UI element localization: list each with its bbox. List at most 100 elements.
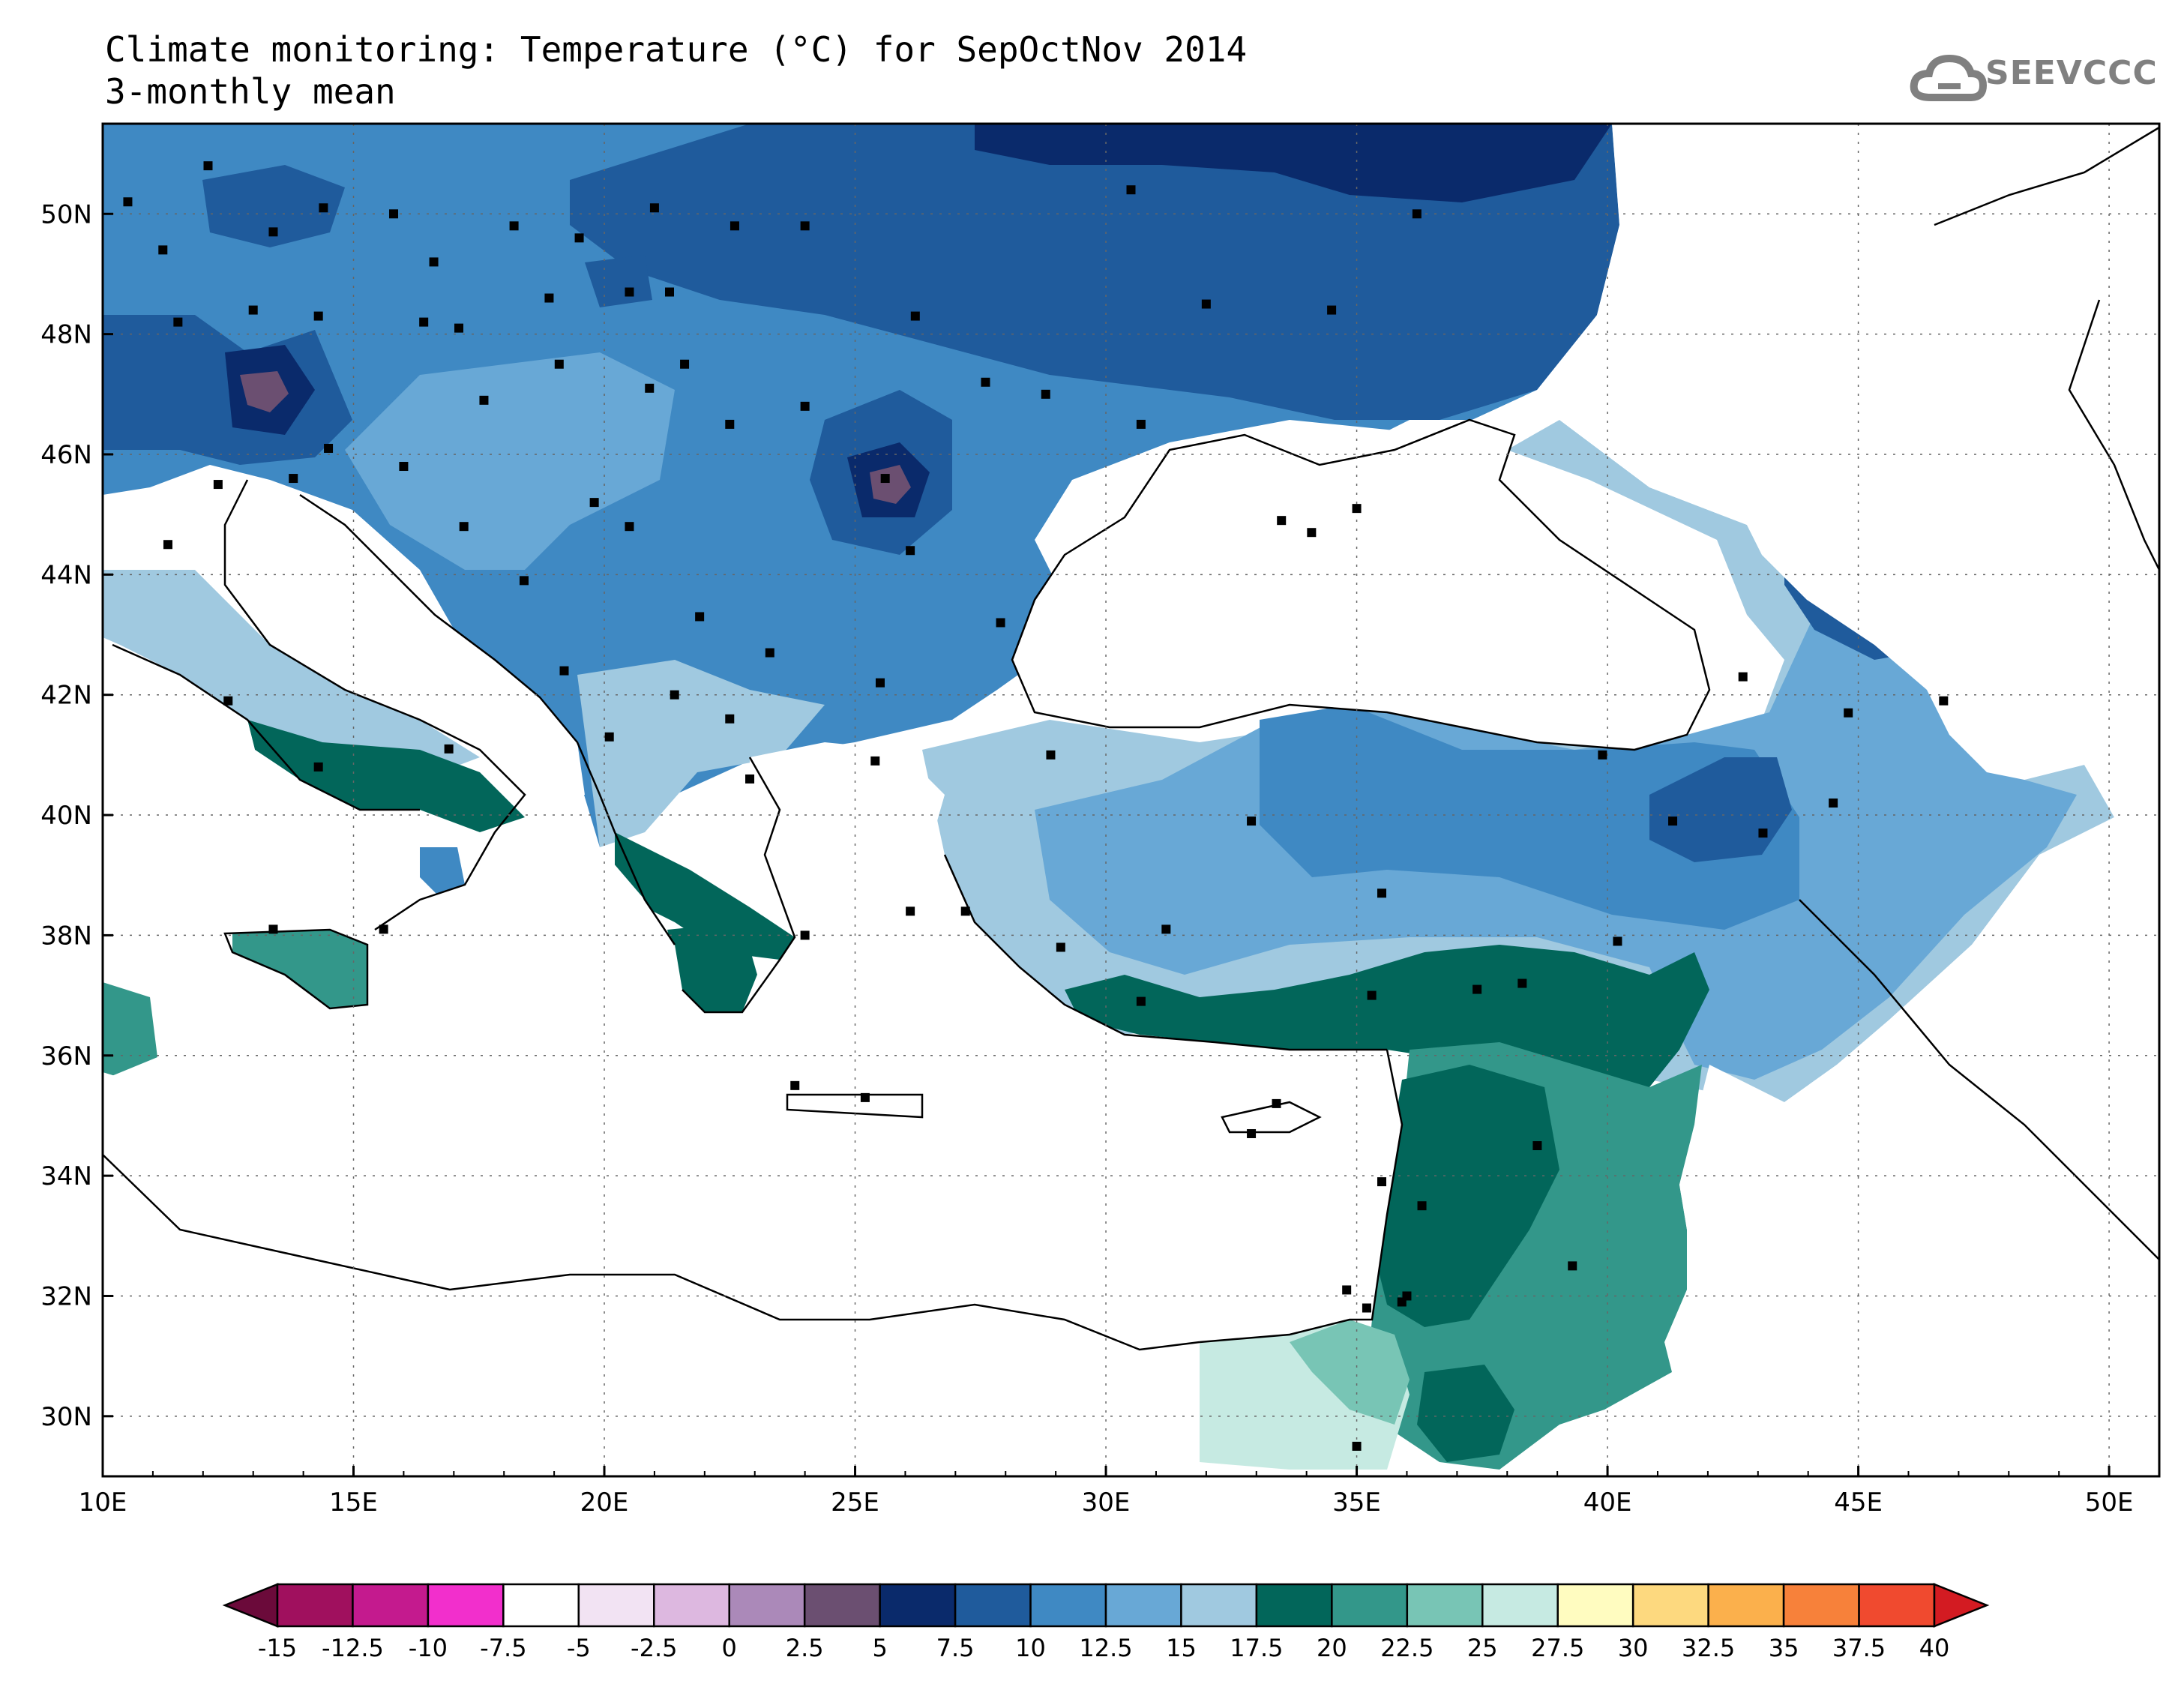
colorbar-label: -10 [409,1634,448,1662]
station-marker [519,576,529,586]
region-sicily [232,930,367,1008]
station-marker [213,480,223,490]
station-marker [1046,750,1056,760]
station-marker [880,474,890,484]
tyrrhenian-mask [103,652,420,945]
station-marker [389,209,399,219]
station-marker [289,474,298,484]
station-marker [313,762,323,772]
colorbar-swatch [1631,1583,1709,1628]
region-slovakia-blue [585,255,652,307]
station-marker [1417,1201,1427,1211]
region-negev-mint [1290,1320,1410,1425]
eastern-mask [1559,124,2159,1476]
station-marker [554,359,564,369]
colorbar-swatch [1029,1583,1107,1628]
region-levant-dark-teal [1372,1065,1559,1327]
station-marker [509,221,519,231]
y-tick-label: 46N [40,440,92,470]
region-turkey-south-teal [1065,945,1709,1087]
station-marker [960,906,970,916]
colorbar-swatch [1707,1583,1785,1628]
colorbar-swatch [502,1583,580,1628]
masked-areas [103,124,2159,1476]
colorbar-label: 35 [1769,1634,1799,1662]
station-marker [248,305,258,315]
region-west-africa-coast [103,982,157,1080]
region-eastern-turkey [1649,757,1792,862]
station-marker [479,395,489,405]
region-poland-blue [202,165,345,247]
station-marker [1362,1303,1371,1313]
station-marker [1272,1098,1281,1108]
coastline-sicily [223,928,369,1010]
colorbar-swatch [1104,1583,1182,1628]
y-tick-label: 40N [40,801,92,831]
colorbar-swatch [352,1583,430,1628]
colorbar-label: 37.5 [1832,1634,1886,1662]
station-marker [625,287,634,297]
station-marker [319,203,328,213]
colorbar-swatch [1255,1583,1333,1628]
colorbar-swatch [879,1583,957,1628]
station-marker [906,546,915,556]
station-marker [123,197,133,207]
station-marker [574,233,584,243]
station-marker [604,732,614,742]
x-tick-label: 40E [1583,1488,1632,1518]
station-marker [1327,305,1337,315]
station-marker [725,714,735,724]
adriatic-mask [217,480,585,795]
colorbar-swatch [954,1583,1032,1628]
region-greece-teal [615,832,795,960]
colorbar-swatch [653,1583,730,1628]
x-tick-label: 35E [1332,1488,1381,1518]
station-marker [1738,672,1748,682]
map-plot-area [103,124,2159,1476]
y-tick-label: 50N [40,199,92,229]
station-marker [459,522,469,532]
coastline-italy [223,479,526,931]
plot-frame [101,122,2161,1478]
colorbar-label: 7.5 [936,1634,975,1662]
coastline-levant [1199,1049,1404,1344]
station-marker [1277,516,1287,526]
station-marker [649,203,659,213]
colorbar-max-triangle [1933,1583,1990,1628]
station-marker [1829,799,1838,808]
station-marker [910,311,920,321]
chart-title: Climate monitoring: Temperature (°C) for… [105,28,1247,112]
region-anatolia-mid [1260,705,1799,930]
region-carpathian-cold-spot [870,465,911,504]
region-alps-west [103,315,352,465]
coastline-turkey-south [943,854,1387,1051]
station-marker [1939,696,1949,706]
station-marker [670,690,679,700]
colorbar-swatch [1782,1583,1860,1628]
colorbar-swatch [276,1583,354,1628]
station-marker [589,498,599,508]
station-marker [313,311,323,321]
station-marker [906,906,915,916]
station-marker [429,257,439,267]
station-marker [173,317,183,327]
station-marker [1247,1128,1257,1138]
title-line-1: Climate monitoring: Temperature (°C) for… [105,29,1248,70]
colorbar: -15 -12.5 -10 -7.5 -5 -2.5 0 2.5 5 7.5 10 12.5 15 17.… [222,1583,1990,1662]
colorbar-swatch [1858,1583,1936,1628]
colorbar-label: 5 [872,1634,887,1662]
station-marker [1126,185,1136,195]
logo-text: SEEVCCC [1985,54,2158,92]
colorbar-label: -5 [567,1634,591,1662]
colorbar-swatch [577,1583,655,1628]
station-marker [1377,1177,1387,1187]
station-marker [203,161,213,171]
colorbar-swatch [803,1583,881,1628]
colorbar-label: 20 [1317,1634,1347,1662]
colorbar-label: -12.5 [322,1634,384,1662]
coastlines [103,126,2159,1351]
colorbar-swatch [427,1583,505,1628]
station-marker [1377,888,1387,898]
y-tick-label: 48N [40,320,92,350]
station-marker [695,612,705,622]
